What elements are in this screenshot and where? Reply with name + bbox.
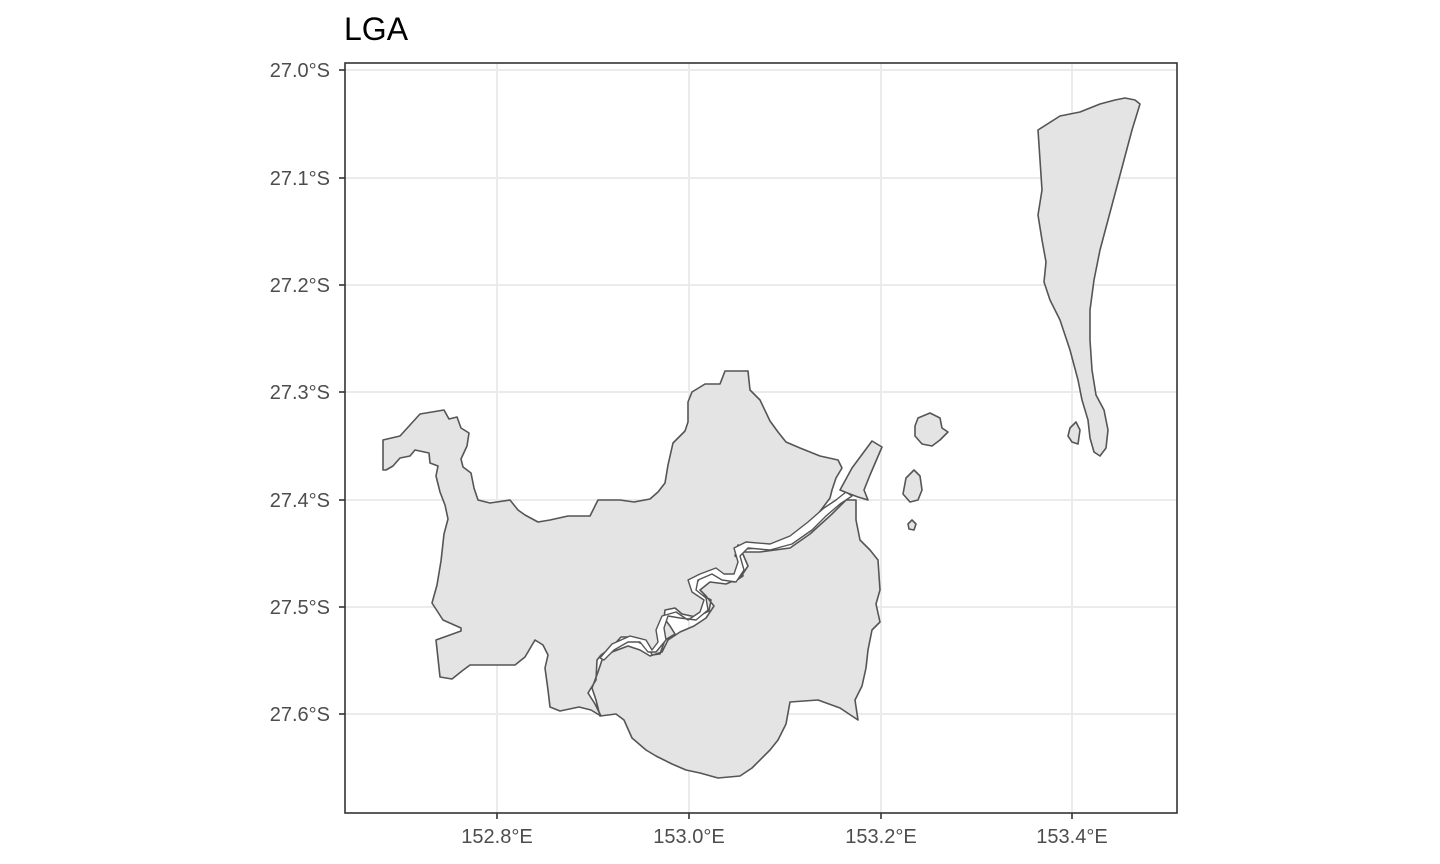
lga-peninsula-region [839, 440, 883, 501]
y-tick-label: 27.0°S [270, 60, 330, 82]
y-tick-label: 27.6°S [270, 704, 330, 726]
x-tick-label: 153.0°E [653, 826, 724, 848]
y-tick-label: 27.3°S [270, 382, 330, 404]
y-tick-label: 27.5°S [270, 597, 330, 619]
y-axis-labels: 27.0°S 27.1°S 27.2°S 27.3°S 27.4°S 27.5°… [270, 60, 330, 726]
lga-northeast-island [1037, 97, 1141, 457]
y-tick-label: 27.1°S [270, 168, 330, 190]
y-tick-label: 27.4°S [270, 490, 330, 512]
lga-bay-island-3 [907, 519, 917, 531]
tick-marks [339, 69, 1073, 819]
x-tick-label: 153.2°E [845, 826, 916, 848]
x-tick-label: 152.8°E [461, 826, 532, 848]
y-tick-label: 27.2°S [270, 275, 330, 297]
brisbane-river [599, 491, 853, 661]
map-panel-border [344, 62, 1178, 814]
map-title: LGA [344, 11, 409, 47]
map-regions [382, 97, 1141, 779]
x-axis-labels: 152.8°E 153.0°E 153.2°E 153.4°E [461, 826, 1107, 848]
x-tick-label: 153.4°E [1036, 826, 1107, 848]
lga-bay-island-2 [902, 469, 923, 503]
lga-bay-island-1 [914, 412, 949, 447]
lga-mainland-region [382, 370, 881, 779]
lga-small-islet [1067, 421, 1081, 445]
